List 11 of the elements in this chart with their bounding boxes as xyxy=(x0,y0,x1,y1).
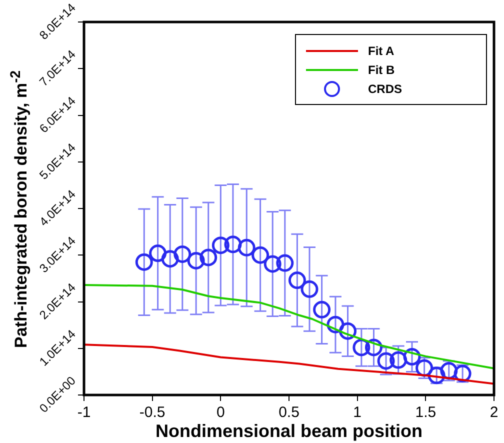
x-tick-label: 1 xyxy=(353,404,362,422)
x-tick-label: -1 xyxy=(77,404,91,422)
legend-label: Fit A xyxy=(368,44,394,58)
x-tick-label: 0.5 xyxy=(278,404,300,422)
x-axis-title: Nondimensional beam position xyxy=(155,421,423,442)
legend-label: Fit B xyxy=(368,62,395,76)
legend-label: CRDS xyxy=(368,82,402,96)
x-tick-label: 1.5 xyxy=(415,404,436,422)
x-tick-label: -0.5 xyxy=(139,404,166,422)
x-tick-label: 0 xyxy=(216,404,225,422)
x-tick-label: 2 xyxy=(490,404,498,422)
